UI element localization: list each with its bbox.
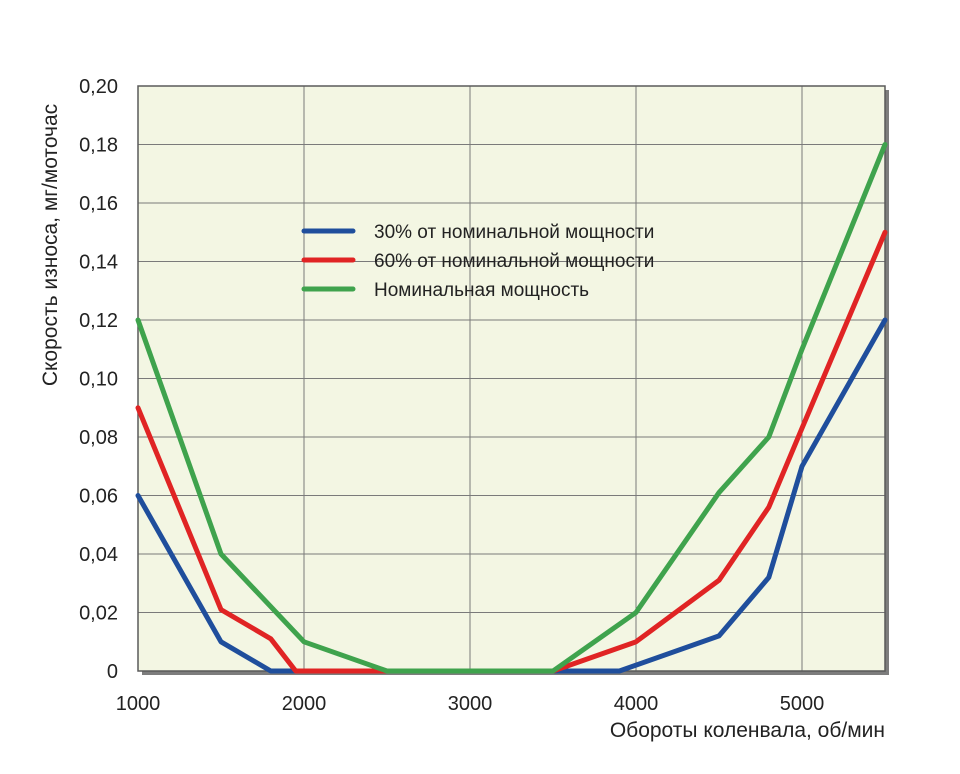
y-tick-label: 0,10 xyxy=(79,369,118,391)
y-axis-label: Скорость износа, мг/моточас xyxy=(39,104,62,386)
legend-label-1: 30% от номинальной мощности xyxy=(374,222,654,243)
x-tick-label: 5000 xyxy=(780,693,825,715)
x-axis-label: Обороты коленвала, об/мин xyxy=(610,719,885,742)
legend-label-3: Номинальная мощность xyxy=(374,280,589,301)
x-tick-label: 3000 xyxy=(448,693,493,715)
series-layer xyxy=(135,142,888,674)
y-tick-label: 0,12 xyxy=(79,310,118,332)
legend: 30% от номинальной мощности 60% от номина… xyxy=(301,222,654,301)
y-tick-label: 0,08 xyxy=(79,427,118,449)
y-tick-label: 0,04 xyxy=(79,544,118,566)
x-tick-label: 2000 xyxy=(282,693,327,715)
y-tick-label: 0,06 xyxy=(79,486,118,508)
series-line-3 xyxy=(135,142,888,674)
x-tick-label: 4000 xyxy=(614,693,659,715)
y-tick-labels: 0 0,02 0,04 0,06 0,08 0,10 0,12 0,14 0,16 0,18 0,2… xyxy=(79,76,118,683)
legend-label-2: 60% от номинальной мощности xyxy=(374,251,654,272)
y-tick-label: 0,20 xyxy=(79,76,118,98)
series-line-2 xyxy=(135,229,888,674)
series-line-1 xyxy=(135,317,888,674)
y-tick-label: 0,16 xyxy=(79,193,118,215)
x-tick-label: 1000 xyxy=(116,693,161,715)
y-tick-label: 0 xyxy=(107,661,118,683)
y-tick-label: 0,02 xyxy=(79,603,118,625)
y-tick-label: 0,14 xyxy=(79,252,118,274)
x-tick-labels: 1000 2000 3000 4000 5000 xyxy=(116,693,825,715)
y-tick-label: 0,18 xyxy=(79,135,118,157)
